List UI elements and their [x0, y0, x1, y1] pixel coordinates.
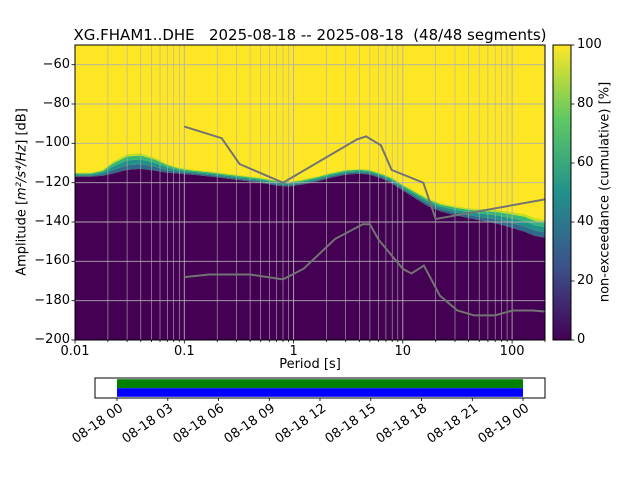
- y-tick-label: −200: [34, 332, 70, 347]
- x-tick-label: 0.1: [173, 344, 195, 359]
- x-axis-label: Period [s]: [279, 357, 341, 372]
- colorbar-tick-label: 100: [577, 37, 602, 52]
- y-tick-label: −140: [34, 214, 70, 229]
- y-axis-label-math: m²/s⁴/Hz: [14, 144, 30, 200]
- y-tick-label: −160: [34, 253, 70, 269]
- nlnm-line: [184, 223, 545, 317]
- major-gridlines: [75, 45, 545, 340]
- x-tick-label: 0.01: [60, 344, 90, 359]
- colorbar: [552, 44, 575, 341]
- minor-gridlines: [107, 45, 545, 340]
- colorbar-tick-label: 40: [577, 214, 594, 229]
- timeline-coverage-blue: [117, 388, 523, 397]
- colorbar-tick-label: 0: [577, 332, 586, 347]
- ppsd-dark-region: [75, 168, 545, 340]
- colorbar-tick-label: 60: [577, 155, 594, 170]
- plot-title: XG.FHAM1..DHE 2025-08-18 -- 2025-08-18 (…: [73, 26, 547, 44]
- x-tick-label: 10: [394, 344, 412, 359]
- y-tick-label: −80: [42, 96, 70, 111]
- colorbar-label: non-exceedance (cumulative) [%]: [597, 81, 613, 303]
- colorbar-tick-label: 20: [577, 273, 594, 288]
- timeline-bar: [94, 377, 546, 401]
- y-tick-label: −100: [34, 135, 70, 151]
- axis-ticks: [71, 64, 546, 344]
- axes-border: [74, 44, 546, 341]
- colorbar-tick-label: 80: [577, 96, 594, 111]
- timeline-coverage-green: [117, 379, 523, 389]
- ppsd-heatmap: [75, 45, 545, 340]
- y-tick-label: −180: [34, 292, 70, 308]
- x-tick-label: 100: [499, 344, 525, 359]
- x-tick-label: 1: [289, 344, 298, 359]
- y-axis-label: Amplitude [m²/s⁴/Hz] [dB]: [15, 108, 30, 276]
- y-tick-label: −60: [42, 56, 70, 72]
- nhnm-line: [184, 125, 545, 221]
- y-tick-label: −120: [34, 174, 70, 190]
